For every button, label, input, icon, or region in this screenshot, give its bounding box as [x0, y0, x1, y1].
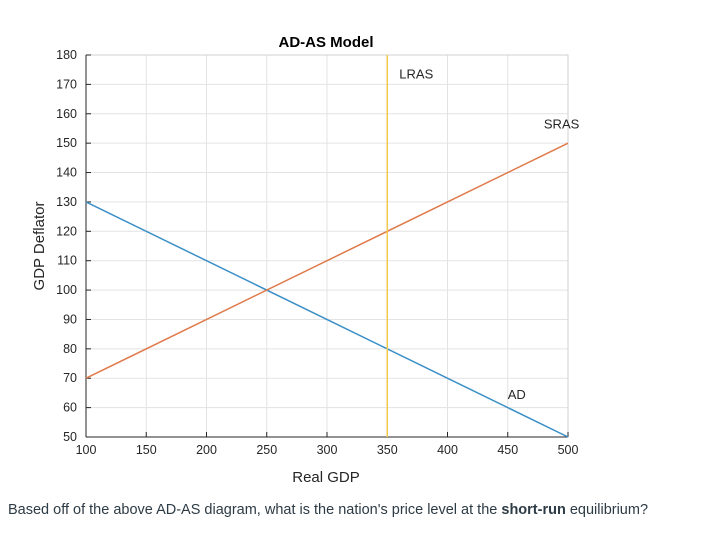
y-axis-ticks: 50 60 70 80 90 100 110 120 130 140 150 160 170 180: [56, 48, 91, 444]
y-tick-label: 90: [63, 312, 77, 326]
x-tick-label: 150: [136, 443, 157, 457]
y-tick-label: 120: [56, 224, 77, 238]
x-tick-label: 100: [76, 443, 97, 457]
y-tick-label: 80: [63, 342, 77, 356]
sras-line: [85, 142, 569, 379]
ad-line: [85, 201, 569, 438]
sras-label: SRAS: [544, 116, 580, 131]
x-axis-title: Real GDP: [292, 469, 360, 486]
y-axis-title: GDP Deflator: [31, 202, 48, 291]
x-tick-label: 450: [497, 443, 518, 457]
x-tick-label: 200: [196, 443, 217, 457]
y-tick-label: 180: [56, 48, 77, 62]
question-text-bold: short-run: [501, 502, 566, 518]
chart-title: AD-AS Model: [279, 34, 374, 51]
x-tick-label: 500: [558, 443, 579, 457]
y-tick-label: 70: [63, 371, 77, 385]
y-tick-label: 150: [56, 136, 77, 150]
y-tick-label: 60: [63, 401, 77, 415]
question-text-before: Based off of the above AD-AS diagram, wh…: [8, 502, 502, 518]
lras-label: LRAS: [399, 67, 433, 82]
y-tick-label: 140: [56, 166, 77, 180]
y-tick-label: 100: [56, 283, 77, 297]
curve-labels: AD SRAS LRAS: [399, 67, 579, 402]
y-tick-label: 50: [63, 430, 77, 444]
x-tick-label: 400: [437, 443, 458, 457]
question-text-after: equilibrium?: [565, 502, 649, 518]
ad-as-chart: AD-AS Model 100 150 200 250 300 350 400 450 500 …: [31, 34, 580, 486]
ad-label: AD: [508, 387, 526, 402]
x-tick-label: 350: [377, 443, 398, 457]
series-lines: [85, 55, 569, 438]
y-tick-label: 160: [56, 107, 77, 121]
grid: [85, 54, 569, 438]
x-tick-label: 300: [317, 443, 338, 457]
y-tick-label: 130: [56, 195, 77, 209]
x-tick-label: 250: [256, 443, 277, 457]
x-axis-ticks: 100 150 200 250 300 350 400 450 500: [76, 432, 579, 457]
y-tick-label: 110: [57, 254, 77, 268]
question-text: Based off of the above AD-AS diagram, wh…: [8, 502, 708, 518]
y-tick-label: 170: [56, 77, 77, 91]
